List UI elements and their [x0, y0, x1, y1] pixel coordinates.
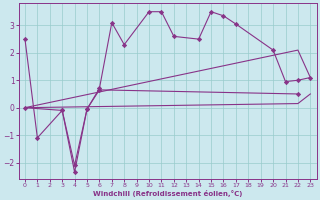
- X-axis label: Windchill (Refroidissement éolien,°C): Windchill (Refroidissement éolien,°C): [93, 190, 242, 197]
